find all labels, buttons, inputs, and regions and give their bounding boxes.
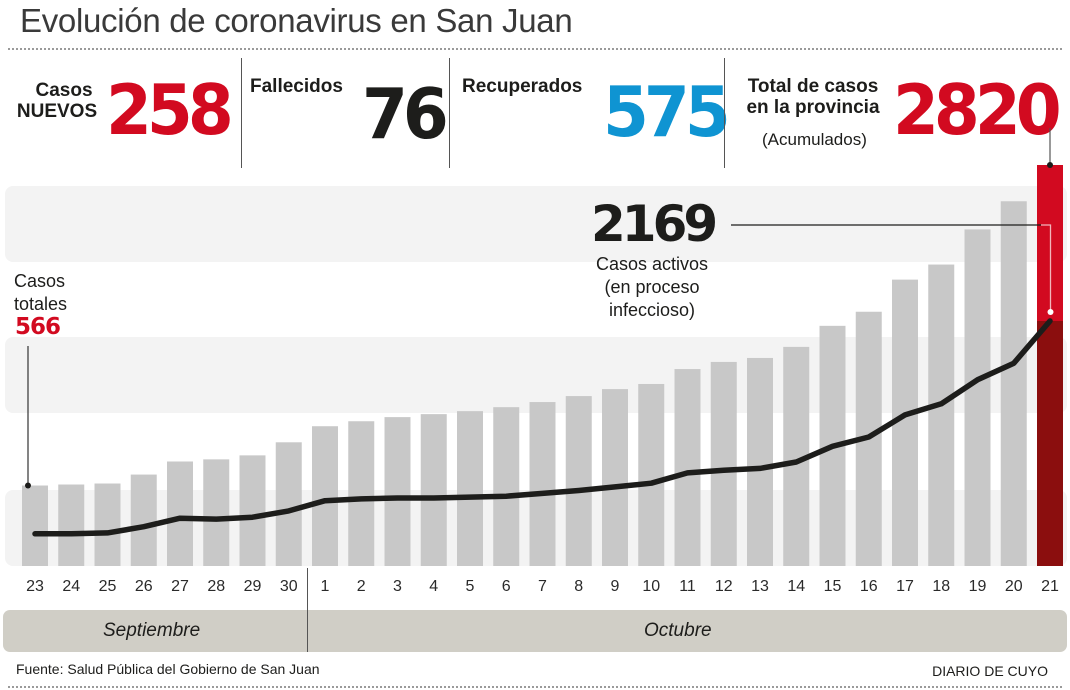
x-tick-label: 6	[501, 578, 511, 595]
bar-20	[1000, 201, 1027, 567]
bar-23	[22, 485, 48, 566]
x-tick-label: 10	[642, 578, 661, 595]
active-marker-dot	[1047, 309, 1054, 315]
x-tick-label: 15	[823, 578, 842, 595]
x-tick-label: 21	[1041, 578, 1059, 595]
kpi-new-cases-label-line2: NUEVOS	[16, 101, 98, 122]
bar-8	[565, 396, 592, 566]
kpi-recovered-label: Recuperados	[462, 76, 583, 97]
bar-5	[457, 411, 483, 566]
x-tick-label: 26	[134, 578, 153, 595]
bar-24	[58, 484, 85, 566]
kpi-deaths-label: Fallecidos	[250, 76, 343, 97]
bar-10	[638, 383, 665, 566]
kpi-separator	[724, 58, 725, 168]
kpi-total-label-line2: en la provincia	[746, 97, 880, 118]
active-label-line3: infeccioso)	[608, 300, 696, 320]
x-tick-label: 2	[356, 578, 366, 595]
x-tick-label: 11	[679, 578, 696, 595]
bar-11	[674, 369, 701, 566]
active-cases-value: 2169	[591, 195, 718, 253]
bar-19	[964, 229, 991, 566]
month-label-september: Septiembre	[103, 620, 201, 641]
bars-group	[22, 165, 1063, 567]
start-total-value: 566	[15, 314, 61, 340]
bar-18	[928, 264, 955, 566]
chart-title: Evolución de coronavirus en San Juan	[20, 2, 573, 39]
x-tick-label: 18	[932, 578, 951, 595]
bar-13	[747, 357, 773, 566]
kpi-deaths-value: 76	[362, 74, 449, 155]
x-tick-label: 4	[429, 578, 439, 595]
background-band	[5, 186, 1067, 262]
bar-27	[167, 461, 193, 566]
bar-active-portion-21	[1037, 321, 1063, 566]
x-tick-label: 16	[859, 578, 878, 595]
x-tick-label: 8	[574, 578, 584, 595]
active-cases-annotation: Casos activos (en proceso infeccioso)	[588, 253, 716, 322]
markers-group	[25, 162, 1054, 489]
leader-lines-group	[27, 128, 1052, 486]
active-label-line1: Casos activos	[595, 254, 709, 274]
kpi-new-cases-label: Casos NUEVOS	[17, 80, 106, 122]
kpi-new-cases-value: 258	[106, 70, 234, 151]
top-divider	[8, 48, 1062, 50]
total-marker-dot	[1047, 162, 1053, 168]
month-separator	[307, 568, 308, 652]
source-note: Fuente: Salud Pública del Gobierno de Sa…	[16, 661, 320, 677]
x-tick-label: 13	[751, 578, 769, 595]
publisher-brand: DIARIO DE CUYO	[932, 663, 1048, 679]
bar-1	[312, 426, 338, 566]
bar-3	[384, 417, 411, 566]
x-tick-label: 17	[896, 578, 914, 595]
x-tick-label: 24	[62, 578, 81, 595]
x-tick-label: 7	[538, 578, 547, 595]
bar-26	[130, 474, 157, 566]
kpi-total-label-line1: Total de casos	[747, 76, 879, 97]
kpi-total-sublabel: (Acumulados)	[762, 130, 867, 149]
kpi-new-cases-label-line1: Casos	[35, 80, 93, 101]
bar-7	[529, 402, 556, 566]
bar-12	[710, 361, 737, 566]
start-label-line2: totales	[14, 294, 68, 314]
x-tick-label: 12	[714, 578, 733, 595]
start-annotation: Casos totales	[14, 270, 67, 316]
bar-29	[239, 455, 266, 566]
bar-25	[94, 483, 121, 566]
start-label-line1: Casos	[14, 271, 66, 291]
bar-30	[275, 442, 302, 566]
month-label-october: Octubre	[644, 620, 712, 641]
x-tick-label: 20	[1004, 578, 1023, 595]
kpi-total-label: Total de casos en la provincia	[738, 76, 888, 118]
kpi-separator	[241, 58, 242, 168]
x-tick-label: 5	[465, 578, 475, 595]
x-tick-label: 1	[320, 578, 330, 595]
active-leader-line-inner	[1041, 224, 1052, 312]
bottom-divider	[8, 686, 1062, 688]
bar-2	[348, 421, 375, 566]
x-tick-label: 14	[787, 578, 806, 595]
kpi-recovered-value: 575	[603, 72, 731, 153]
x-tick-label: 29	[243, 578, 262, 595]
x-tick-label: 25	[98, 578, 117, 595]
active-label-line2: (en proceso	[604, 277, 700, 297]
x-tick-label: 9	[610, 578, 620, 595]
kpi-total-value: 2820	[893, 70, 1062, 151]
bar-9	[602, 389, 628, 566]
start-marker-dot	[25, 482, 31, 489]
x-tick-label: 3	[393, 578, 402, 595]
active-cases-line	[32, 318, 1053, 537]
background-band	[5, 337, 1067, 413]
x-tick-label: 30	[279, 578, 298, 595]
bar-6	[493, 407, 520, 566]
month-band	[3, 610, 1067, 652]
x-tick-label: 19	[968, 578, 987, 595]
x-tick-label: 27	[171, 578, 189, 595]
bar-4	[420, 414, 447, 566]
bar-28	[203, 459, 230, 566]
x-tick-label: 28	[207, 578, 226, 595]
x-tick-label: 23	[26, 578, 44, 595]
kpi-separator	[449, 58, 450, 168]
